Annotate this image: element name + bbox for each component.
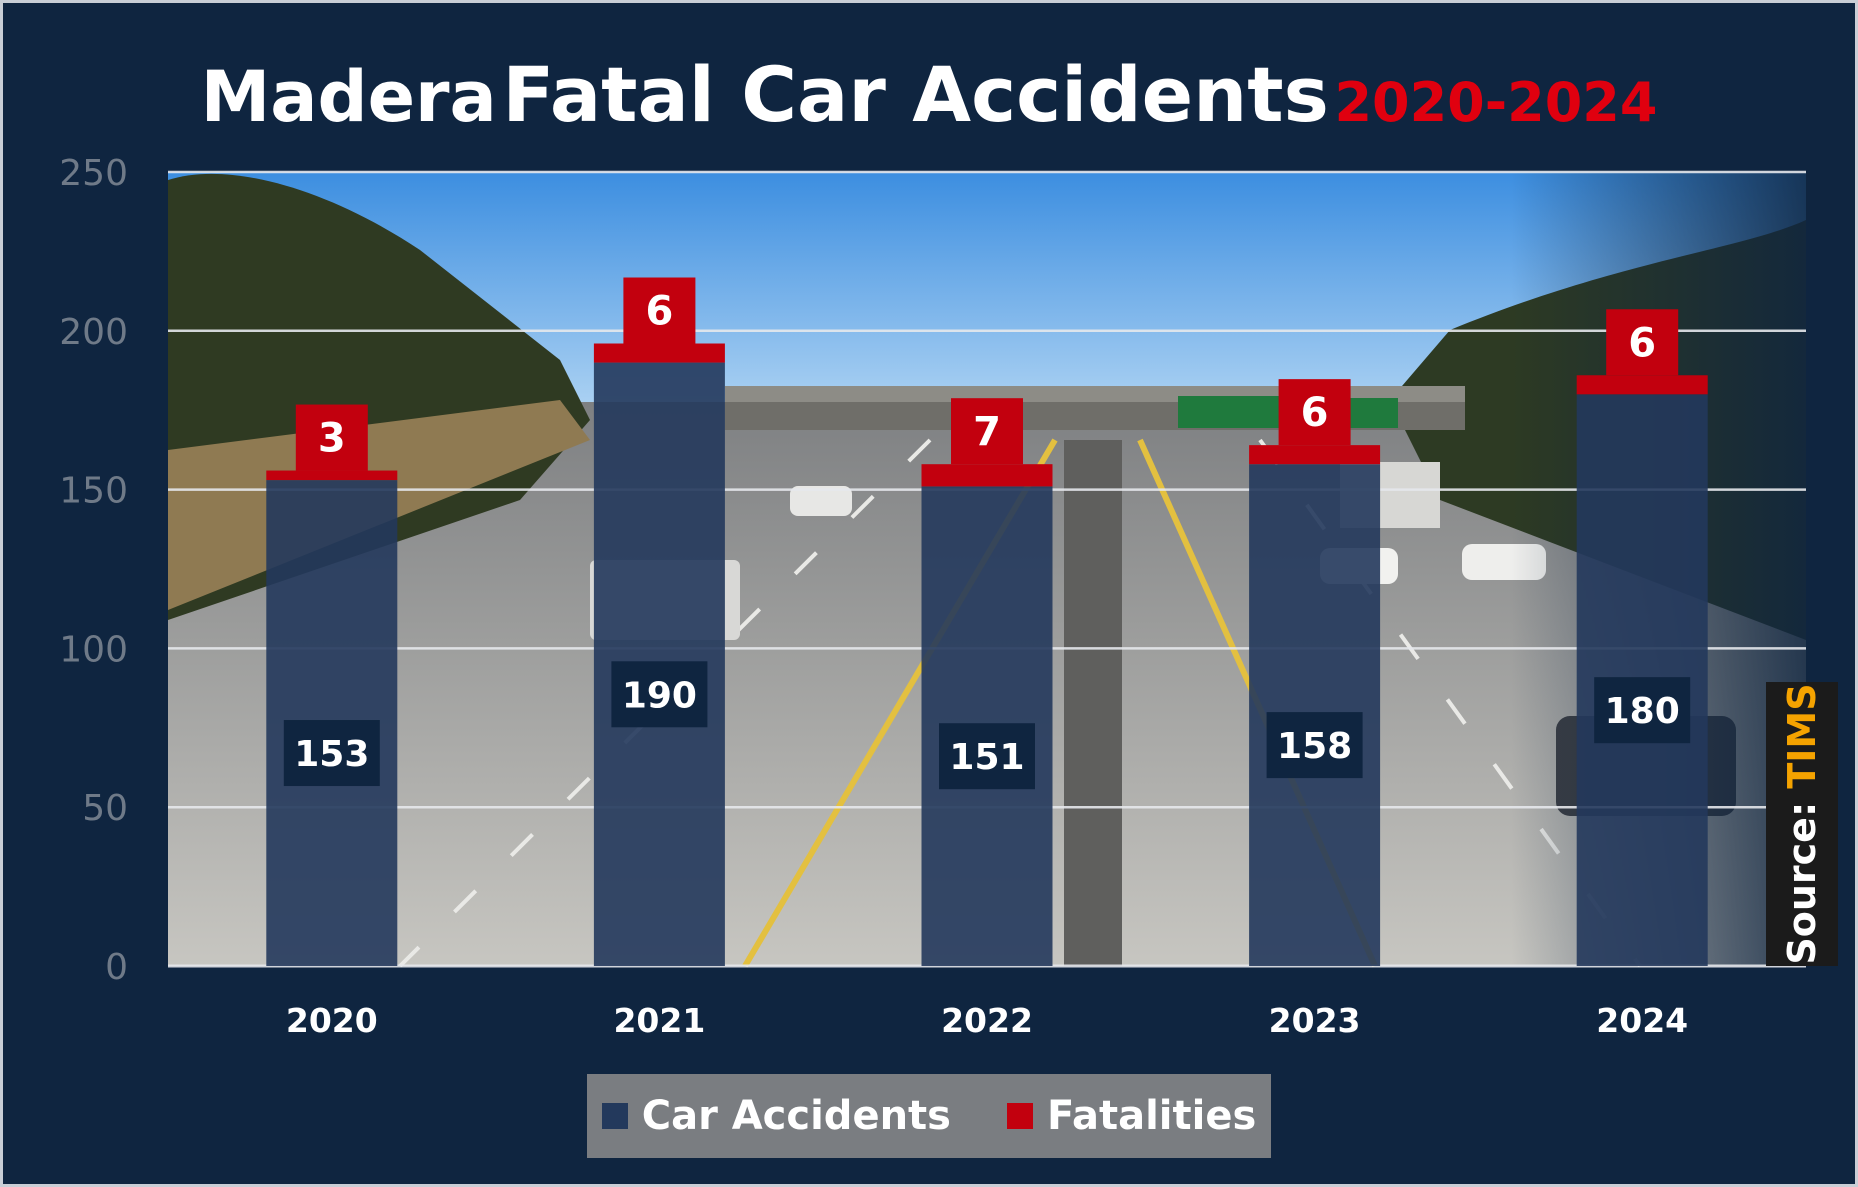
x-axis: 2020 2021 2022 2023 2024 (286, 1001, 1688, 1040)
fatalities-label-box-2020 (295, 404, 368, 471)
y-tick-label-150: 150 (59, 471, 128, 512)
fatalities-label-box-2024 (1606, 309, 1679, 376)
bar-fatalities-2022 (921, 464, 1053, 487)
legend: Car Accidents Fatalities (587, 1074, 1271, 1158)
fatalities-label-box-2023 (1278, 379, 1351, 446)
legend-swatch-fatalities (1006, 1103, 1033, 1129)
y-tick-label-100: 100 (59, 629, 128, 670)
y-axis: 0 50 100 150 200 250 (59, 153, 128, 988)
source-text: Source: TIMS (1780, 683, 1824, 964)
car-accidents-data-label-2022: 151 (949, 737, 1024, 778)
x-tick-label-2024: 2024 (1596, 1001, 1688, 1040)
fatalities-data-label-2023: 6 (1301, 390, 1329, 436)
y-tick-label-0: 0 (105, 947, 128, 988)
car-accidents-data-label-2020: 153 (294, 734, 369, 775)
car-accidents-data-label-2024: 180 (1605, 691, 1680, 732)
x-tick-label-2021: 2021 (613, 1001, 705, 1040)
title-place: Madera (200, 56, 497, 138)
legend-item-car-accidents: Car Accidents (601, 1093, 951, 1139)
car-accidents-label-box-2022 (939, 723, 1035, 790)
car-accidents-label-box-2023 (1266, 712, 1363, 779)
legend-item-fatalities: Fatalities (1006, 1093, 1257, 1139)
x-tick-label-2020: 2020 (286, 1001, 378, 1040)
fatalities-data-label-2021: 6 (645, 289, 673, 335)
fatalities-data-label-2022: 7 (973, 409, 1001, 455)
bar-fatalities-2020 (266, 470, 398, 481)
legend-swatch-car-accidents (601, 1103, 628, 1129)
fatalities-data-label-2020: 3 (318, 416, 346, 462)
title-main: Fatal Car Accidents (502, 50, 1329, 139)
source-name: TIMS (1780, 683, 1824, 789)
y-tick-label-250: 250 (59, 153, 128, 194)
x-tick-label-2023: 2023 (1269, 1001, 1361, 1040)
legend-label-fatalities: Fatalities (1046, 1093, 1257, 1139)
bar-fatalities-2023 (1249, 445, 1381, 465)
source-prefix: Source: (1780, 801, 1824, 965)
legend-label-car-accidents: Car Accidents (641, 1093, 951, 1139)
bar-fatalities-2021 (593, 343, 725, 363)
fatalities-label-box-2022 (951, 398, 1023, 465)
car-accidents-label-box-2024 (1594, 677, 1691, 744)
y-tick-label-50: 50 (82, 788, 128, 829)
title-years: 2020-2024 (1334, 71, 1658, 134)
car-accidents-data-label-2023: 158 (1277, 726, 1352, 767)
fatalities-label-box-2021 (623, 277, 696, 344)
car-accidents-label-box-2021 (611, 661, 708, 728)
y-tick-label-200: 200 (59, 312, 128, 353)
fatalities-data-label-2024: 6 (1628, 320, 1656, 366)
car-accidents-label-box-2020 (283, 720, 380, 787)
bars: 3 153 6 190 7 151 6 158 6 180 (266, 277, 1708, 966)
bar-fatalities-2024 (1576, 375, 1708, 395)
chart-title: Madera Fatal Car Accidents 2020-2024 (0, 50, 1858, 139)
x-tick-label-2022: 2022 (941, 1001, 1033, 1040)
source-label: Source: TIMS (1766, 682, 1838, 966)
car-accidents-data-label-2021: 190 (622, 675, 697, 716)
